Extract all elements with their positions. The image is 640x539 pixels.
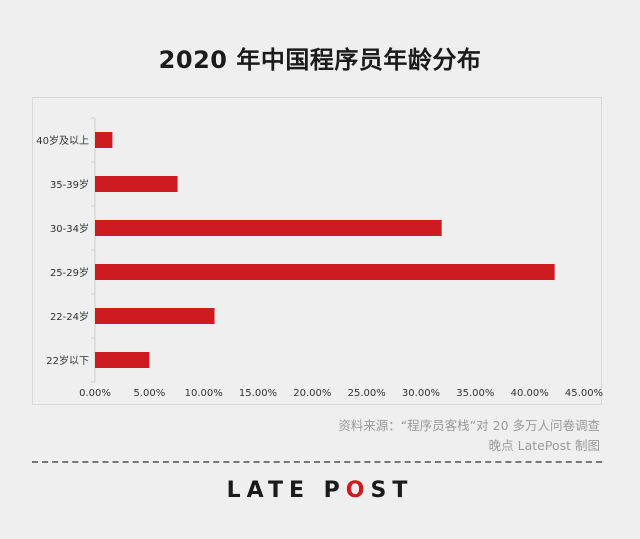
x-tick-label: 5.00% (133, 388, 165, 399)
y-tick-label: 22-24岁 (50, 310, 89, 323)
chart-title: 2020 年中国程序员年龄分布 (158, 46, 482, 74)
bar (95, 220, 442, 236)
x-tick-label: 10.00% (185, 388, 223, 399)
dashed-divider (32, 461, 602, 463)
y-tick-label: 22岁以下 (46, 354, 89, 367)
y-tick-label: 35-39岁 (50, 178, 89, 191)
x-tick-label: 40.00% (511, 388, 549, 399)
x-tick-label: 45.00% (565, 388, 603, 399)
source-note: 资料来源：“程序员客栈”对 20 多万人问卷调查 晚点 LatePost 制图 (338, 416, 600, 456)
y-tick-label: 25-29岁 (50, 266, 89, 279)
bar (95, 132, 113, 148)
bar (95, 264, 555, 280)
x-tick-label: 30.00% (402, 388, 440, 399)
source-line-2: 晚点 LatePost 制图 (488, 438, 600, 453)
logo-text-part3: ST (370, 478, 414, 503)
x-tick-label: 35.00% (456, 388, 494, 399)
y-tick-label: 30-34岁 (50, 222, 89, 235)
x-tick-label: 0.00% (79, 388, 111, 399)
y-tick-label: 40岁及以上 (36, 134, 89, 147)
label-layer: 40岁及以上 35-39岁 30-34岁 25-29岁 22-24岁 22岁以下 0.00%… (36, 134, 603, 399)
source-line-1: 资料来源：“程序员客栈”对 20 多万人问卷调查 (338, 418, 600, 433)
axis-layer (91, 117, 96, 383)
x-tick-label: 20.00% (293, 388, 331, 399)
logo-text-part1: LATE P (226, 478, 346, 503)
bar-layer (95, 132, 555, 368)
bar (95, 176, 178, 192)
x-tick-label: 15.00% (239, 388, 277, 399)
bar (95, 308, 215, 324)
bar (95, 352, 150, 368)
latepost-logo: LATE POST (0, 478, 640, 503)
x-tick-label: 25.00% (348, 388, 386, 399)
logo-text-part2: O (345, 478, 371, 503)
